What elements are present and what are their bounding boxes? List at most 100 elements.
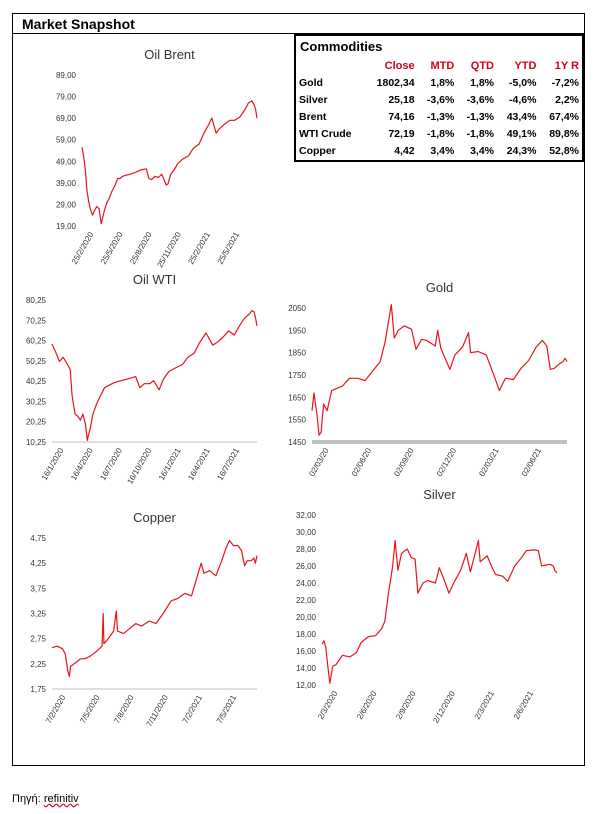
y-tick-label: 28,00 <box>296 545 317 554</box>
cell-close: 4,42 <box>394 144 415 157</box>
y-tick-label: 20,00 <box>296 613 317 622</box>
y-tick-label: 3,75 <box>30 584 46 593</box>
y-tick-label: 1950 <box>288 326 306 335</box>
y-tick-label: 59,00 <box>56 136 77 145</box>
y-tick-label: 2,75 <box>30 635 46 644</box>
x-tick-label: 2/9/2020 <box>394 689 418 721</box>
source-label: Πηγή: <box>12 793 41 805</box>
row-name: Silver <box>299 93 328 106</box>
cell-close: 25,18 <box>388 93 415 106</box>
x-tick-label: 02/09/20 <box>392 446 416 478</box>
series-line <box>51 310 258 442</box>
cell-ytd: -5,0% <box>509 76 537 89</box>
header-cell <box>296 57 365 74</box>
cell-ytd: 43,4% <box>506 110 537 123</box>
silver-chart: Silver 12,00 14,00 16,00 18,00 20,00 22,00 24,0… <box>296 487 558 725</box>
cell-ytd: 49,1% <box>506 127 537 140</box>
cell-qtd: -1,3% <box>466 110 494 123</box>
table-row: Silver 25,18 -3,6% -3,6% -4,6% 2,2% <box>296 91 582 108</box>
cell-mtd: 3,4% <box>430 144 455 157</box>
y-tick-label: 22,00 <box>296 596 317 605</box>
cell-1yr: 67,4% <box>549 110 579 123</box>
y-tick-label: 14,00 <box>296 664 317 673</box>
y-tick-label: 2,25 <box>30 660 46 669</box>
y-tick-label: 3,25 <box>30 610 46 619</box>
y-tick-label: 18,00 <box>296 630 317 639</box>
header-1yr: 1Y R <box>554 59 579 72</box>
y-tick-label: 2050 <box>288 304 306 313</box>
commodities-grid: Close MTD QTD YTD 1Y R Gold 1802,34 1,8%… <box>296 57 582 159</box>
y-tick-label: 1650 <box>288 393 306 402</box>
table-row: Copper 4,42 3,4% 3,4% 24,3% 52,8% <box>296 142 582 159</box>
source-name: refinitiv <box>43 793 79 805</box>
x-tick-label: 16/10/2020 <box>125 446 153 486</box>
copper-chart: Copper 1,75 2,25 2,75 3,25 3,75 4,25 4,75 7/2/20… <box>30 510 258 728</box>
x-tick-label: 7/5/2021 <box>215 693 239 725</box>
cell-1yr: 89,8% <box>549 127 579 140</box>
x-tick-label: 25/5/2020 <box>99 230 125 266</box>
y-tick-label: 89,00 <box>56 71 77 80</box>
y-tick-label: 19,00 <box>56 222 77 231</box>
y-tick-label: 12,00 <box>296 681 317 690</box>
commodities-table: Commodities Close MTD QTD YTD 1Y R Gold … <box>294 34 584 162</box>
header-ytd: YTD <box>514 59 537 72</box>
chart-title: Silver <box>423 487 456 502</box>
header-mtd: MTD <box>430 59 455 72</box>
x-tick-label: 02/03/20 <box>307 446 331 478</box>
y-tick-label: 70,25 <box>26 316 47 325</box>
table-row: WTI Crude 72,19 -1,8% -1,8% 49,1% 89,8% <box>296 125 582 142</box>
series-line <box>311 304 568 436</box>
chart-title: Copper <box>133 510 176 525</box>
cell-1yr: -7,2% <box>551 76 579 89</box>
x-tick-label: 7/8/2020 <box>112 693 136 725</box>
y-tick-label: 1550 <box>288 416 306 425</box>
header-qtd: QTD <box>470 59 494 72</box>
table-row: Gold 1802,34 1,8% 1,8% -5,0% -7,2% <box>296 74 582 91</box>
y-tick-label: 1450 <box>288 438 306 447</box>
x-tick-label: 16/4/2021 <box>186 446 212 482</box>
y-tick-label: 30,00 <box>296 528 317 537</box>
chart-title: Gold <box>426 280 453 295</box>
y-tick-label: 39,00 <box>56 179 77 188</box>
cell-qtd: 1,8% <box>470 76 494 89</box>
row-name: WTI Crude <box>299 127 352 140</box>
y-tick-label: 40,25 <box>26 377 47 386</box>
y-tick-label: 24,00 <box>296 579 317 588</box>
y-tick-label: 1750 <box>288 371 306 380</box>
cell-ytd: -4,6% <box>509 93 537 106</box>
chart-title: Oil WTI <box>133 272 176 287</box>
x-tick-label: 25/5/2021 <box>216 230 242 266</box>
x-tick-label: 2/12/2020 <box>431 689 457 725</box>
page-title: Market Snapshot <box>22 16 135 32</box>
source-note: Πηγή: refinitiv <box>12 793 79 805</box>
gold-chart: Gold 1450 1550 1650 1750 1850 1950 2050 02/03/20… <box>288 280 568 478</box>
y-tick-label: 30,25 <box>26 397 47 406</box>
x-tick-label: 02/12/20 <box>435 446 459 478</box>
brent-chart: Oil Brent 19,00 29,00 39,00 49,00 59,00 69,00 7… <box>56 47 258 269</box>
cell-mtd: -1,3% <box>426 110 455 123</box>
cell-close: 1802,34 <box>376 76 415 89</box>
cell-ytd: 24,3% <box>506 144 537 157</box>
header-close: Close <box>384 59 415 72</box>
x-tick-label: 2/3/2020 <box>316 689 340 721</box>
cell-qtd: -1,8% <box>466 127 494 140</box>
x-tick-label: 02/03/21 <box>477 446 501 478</box>
y-tick-label: 79,00 <box>56 93 77 102</box>
x-tick-label: 25/2/2021 <box>186 230 212 266</box>
y-tick-label: 80,25 <box>26 296 47 305</box>
y-tick-label: 49,00 <box>56 157 77 166</box>
cell-mtd: -1,8% <box>426 127 455 140</box>
cell-1yr: 2,2% <box>555 93 579 106</box>
cell-qtd: -3,6% <box>466 93 494 106</box>
x-tick-label: 16/7/2020 <box>98 446 124 482</box>
x-tick-label: 2/6/2021 <box>512 689 536 721</box>
x-tick-label: 16/1/2021 <box>157 446 183 482</box>
wti-chart: Oil WTI 10,25 20,25 30,25 40,25 50,25 60,25 70,… <box>26 272 258 486</box>
y-tick-label: 32,00 <box>296 511 317 520</box>
x-tick-label: 25/2/2020 <box>70 230 96 266</box>
x-tick-label: 2/6/2020 <box>355 689 379 721</box>
y-tick-label: 4,25 <box>30 559 46 568</box>
x-tick-label: 7/5/2020 <box>78 693 102 725</box>
y-tick-label: 4,75 <box>30 534 46 543</box>
y-tick-label: 1,75 <box>30 685 46 694</box>
